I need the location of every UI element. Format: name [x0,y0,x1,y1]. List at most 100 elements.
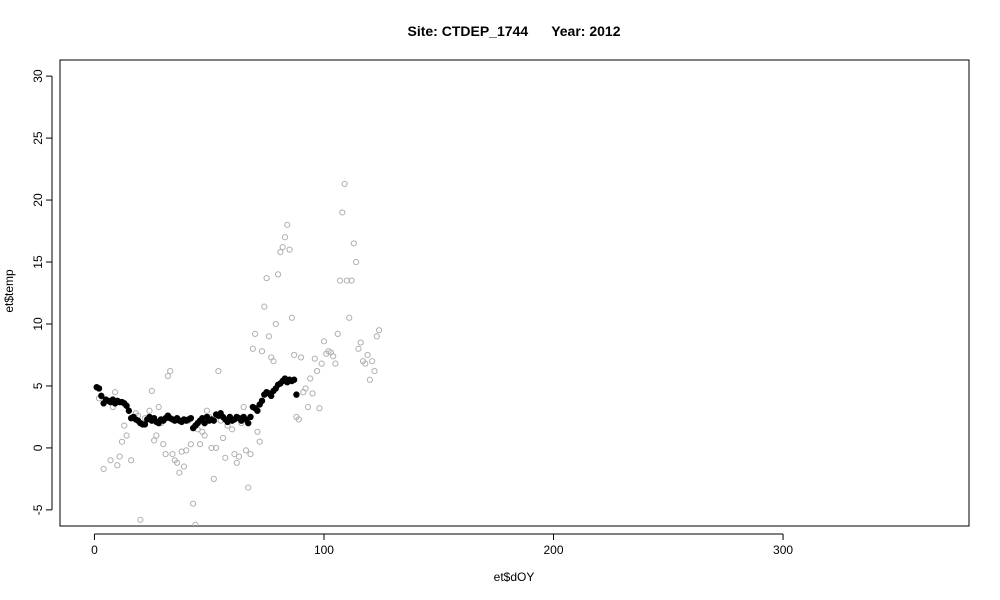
open-data-point [231,451,238,458]
open-data-point [121,422,128,429]
open-data-point [332,360,339,367]
open-data-point [256,438,263,445]
open-data-point [341,180,348,188]
open-data-point [219,434,227,442]
open-data-point [114,462,121,469]
open-data-point [373,333,380,340]
y-tick-label: 20 [31,193,45,207]
open-data-point [123,432,130,439]
open-data-point [164,372,171,380]
open-data-point [201,432,208,439]
open-data-point [215,367,222,375]
y-tick-label: 15 [31,255,45,269]
x-tick-label: 100 [314,543,334,557]
open-data-point [307,375,314,382]
y-tick-label: 25 [31,131,45,145]
open-data-point [148,387,155,395]
open-data-point [272,320,279,328]
open-data-point [155,403,162,411]
open-data-point [190,500,197,507]
open-data-point [187,441,194,448]
open-data-point [254,428,261,435]
y-tick-label: 5 [31,382,45,389]
open-data-point [297,354,305,361]
open-data-point [116,453,123,460]
open-data-point [339,209,346,216]
open-data-point [263,275,270,282]
open-data-point [362,360,369,367]
x-tick-label: 0 [91,543,98,557]
open-data-point [249,345,256,352]
open-data-point [375,327,383,334]
open-data-point [169,451,176,458]
filled-data-point [247,413,254,421]
open-data-point [366,376,373,383]
open-data-point [229,426,236,433]
open-data-point [245,484,252,491]
open-data-point [160,441,167,448]
open-data-point [180,463,188,470]
open-data-point [279,244,286,251]
filled-data-point [95,385,103,392]
chart-title: Site: CTDEP_1744 Year: 2012 [408,23,621,39]
open-data-point [316,405,323,412]
open-data-point [330,353,337,360]
open-data-point [371,367,378,375]
series-1-points [95,180,383,526]
open-data-point [162,451,169,458]
filled-data-point [258,397,266,405]
open-data-point [258,348,266,355]
open-data-point [192,521,199,526]
open-data-point [128,457,135,464]
plot-area-border [59,59,970,527]
open-data-point [208,444,215,452]
open-data-point [247,451,254,458]
open-data-point [320,338,328,345]
open-data-point [295,416,302,423]
open-data-point [111,389,119,396]
open-data-point [153,432,160,439]
open-data-point [235,453,243,460]
open-data-point [334,330,341,337]
open-data-point [274,271,282,278]
open-data-point [284,221,291,228]
data-points [93,180,383,526]
y-tick-label: -5 [31,504,45,515]
open-data-point [261,303,268,310]
open-data-point [288,314,295,321]
open-data-point [281,234,289,241]
open-data-point [212,444,220,452]
open-data-point [146,407,153,414]
open-data-point [137,516,144,523]
open-data-point [311,355,318,362]
open-data-point [348,277,355,284]
open-data-point [222,454,229,461]
open-data-point [304,403,312,411]
y-tick-label: 0 [31,444,45,451]
open-data-point [336,277,344,284]
open-data-point [151,437,158,444]
open-data-point [343,277,351,284]
filled-data-point [210,417,217,424]
open-data-point [167,367,174,375]
open-data-point [369,358,376,365]
filled-data-point [293,391,300,398]
y-tick-label: 10 [31,317,45,331]
open-data-point [242,447,250,454]
open-data-point [353,258,360,266]
filled-data-point [187,414,195,422]
open-data-point [196,441,204,448]
x-axis: 0 100 200 300 [91,533,793,557]
open-data-point [100,465,107,473]
open-data-point [233,459,240,466]
open-data-point [203,407,211,414]
filled-data-point [290,376,298,383]
open-data-point [265,333,272,340]
series-2-points [93,375,300,432]
open-data-point [309,390,316,397]
y-tick-label: 30 [31,69,45,83]
open-data-point [240,403,247,411]
open-data-point [176,469,183,476]
filled-data-point [254,407,261,414]
open-data-point [350,240,357,247]
